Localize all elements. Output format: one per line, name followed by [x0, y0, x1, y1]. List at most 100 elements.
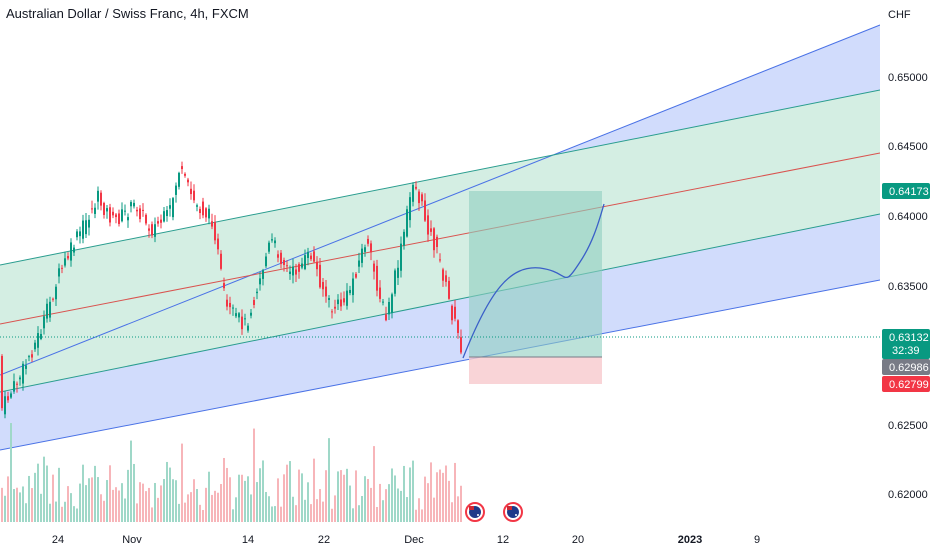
volume-bar — [298, 469, 300, 522]
volume-bar — [313, 458, 315, 522]
volume-bar — [49, 503, 51, 522]
candle-body — [313, 251, 315, 262]
candle-body — [223, 283, 225, 289]
candle-body — [61, 267, 63, 269]
candle-body — [331, 311, 333, 313]
volume-bar — [82, 464, 84, 522]
channel-lower-line[interactable] — [0, 279, 881, 451]
candle-body — [352, 278, 354, 296]
candle-body — [283, 259, 285, 265]
candle-body — [433, 228, 435, 251]
candle-body — [43, 316, 45, 329]
candle-body — [370, 243, 372, 253]
candle-body — [226, 299, 228, 307]
time-axis[interactable]: 24 Nov 14 22 Dec 12 20 2023 9 — [0, 530, 932, 550]
volume-bar — [172, 479, 174, 522]
volume-bar — [64, 501, 66, 522]
candle-body — [412, 184, 414, 202]
volume-bar — [295, 505, 297, 522]
volume-bar — [115, 487, 117, 522]
volume-bar — [142, 483, 144, 522]
channel-inner-lower-line[interactable] — [0, 213, 881, 393]
volume-bar — [46, 465, 48, 522]
volume-bar — [205, 487, 207, 522]
candle-body — [241, 316, 243, 330]
volume-bar — [358, 505, 360, 522]
volume-bar — [361, 496, 363, 522]
volume-bar — [415, 509, 417, 522]
volume-bar — [283, 474, 285, 522]
volume-bar — [316, 499, 318, 522]
x-tick-label: 9 — [754, 534, 760, 546]
candle-body — [271, 239, 273, 241]
y-tick-label: 0.64500 — [888, 141, 928, 153]
candle-body — [190, 188, 192, 195]
volume-bar — [427, 483, 429, 522]
candle-body — [52, 298, 54, 300]
candle-body — [178, 172, 180, 187]
volume-bar — [292, 496, 294, 522]
volume-bar — [25, 503, 27, 522]
australia-flag-icon[interactable] — [503, 502, 523, 522]
candle-body — [364, 247, 366, 252]
australia-flag-icon[interactable] — [465, 502, 485, 522]
candle-body — [130, 202, 132, 207]
candle-body — [46, 303, 48, 319]
candle-body — [286, 265, 288, 267]
channel-upper-line[interactable] — [0, 24, 881, 376]
volume-bar — [412, 460, 414, 522]
volume-bar — [352, 508, 354, 522]
channel-median-line[interactable] — [0, 152, 881, 325]
volume-bar — [127, 469, 129, 522]
candle-body — [280, 252, 282, 265]
candle-body — [112, 211, 114, 216]
channel-inner-upper-line[interactable] — [0, 89, 881, 266]
candle-body — [391, 294, 393, 314]
x-tick-label: 14 — [242, 534, 254, 546]
candle-body — [193, 190, 195, 201]
candle-body — [451, 305, 453, 321]
candle-body — [373, 263, 375, 272]
volume-bar — [139, 482, 141, 522]
candle-body — [439, 259, 441, 261]
candle-body — [253, 300, 255, 305]
candle-body — [172, 198, 174, 218]
volume-bar — [160, 485, 162, 522]
volume-bar — [382, 500, 384, 522]
candle-body — [232, 307, 234, 309]
x-tick-label: 24 — [52, 534, 64, 546]
candle-body — [388, 301, 390, 315]
candle-body — [268, 242, 270, 252]
candle-body — [136, 209, 138, 212]
candle-body — [64, 258, 66, 266]
candle-body — [400, 243, 402, 271]
candle-body — [346, 290, 348, 306]
volume-bar — [280, 506, 282, 522]
candle-body — [343, 298, 345, 303]
volume-bar — [337, 471, 339, 522]
volume-bar — [73, 506, 75, 522]
candle-body — [337, 299, 339, 305]
candle-body — [217, 238, 219, 250]
candle-body — [295, 269, 297, 275]
position-profit-zone[interactable] — [469, 191, 602, 357]
position-loss-zone[interactable] — [469, 357, 602, 384]
candle-body — [16, 383, 18, 385]
candle-body — [418, 191, 420, 204]
candle-body — [100, 192, 102, 206]
candle-body — [382, 301, 384, 303]
price-axis[interactable]: CHF 0.650000.645000.640000.635000.630000… — [880, 0, 932, 530]
projected-path-curve[interactable] — [462, 203, 605, 359]
volume-bar — [277, 478, 279, 522]
candle-body — [262, 270, 264, 279]
volume-bar — [304, 499, 306, 522]
y-tick-label: 0.65000 — [888, 72, 928, 84]
candle-body — [454, 306, 456, 319]
candle-body — [415, 186, 417, 189]
candle-body — [238, 313, 240, 318]
candle-body — [376, 265, 378, 291]
candle-body — [55, 286, 57, 300]
candle-body — [85, 220, 87, 235]
volume-bar — [61, 506, 63, 522]
